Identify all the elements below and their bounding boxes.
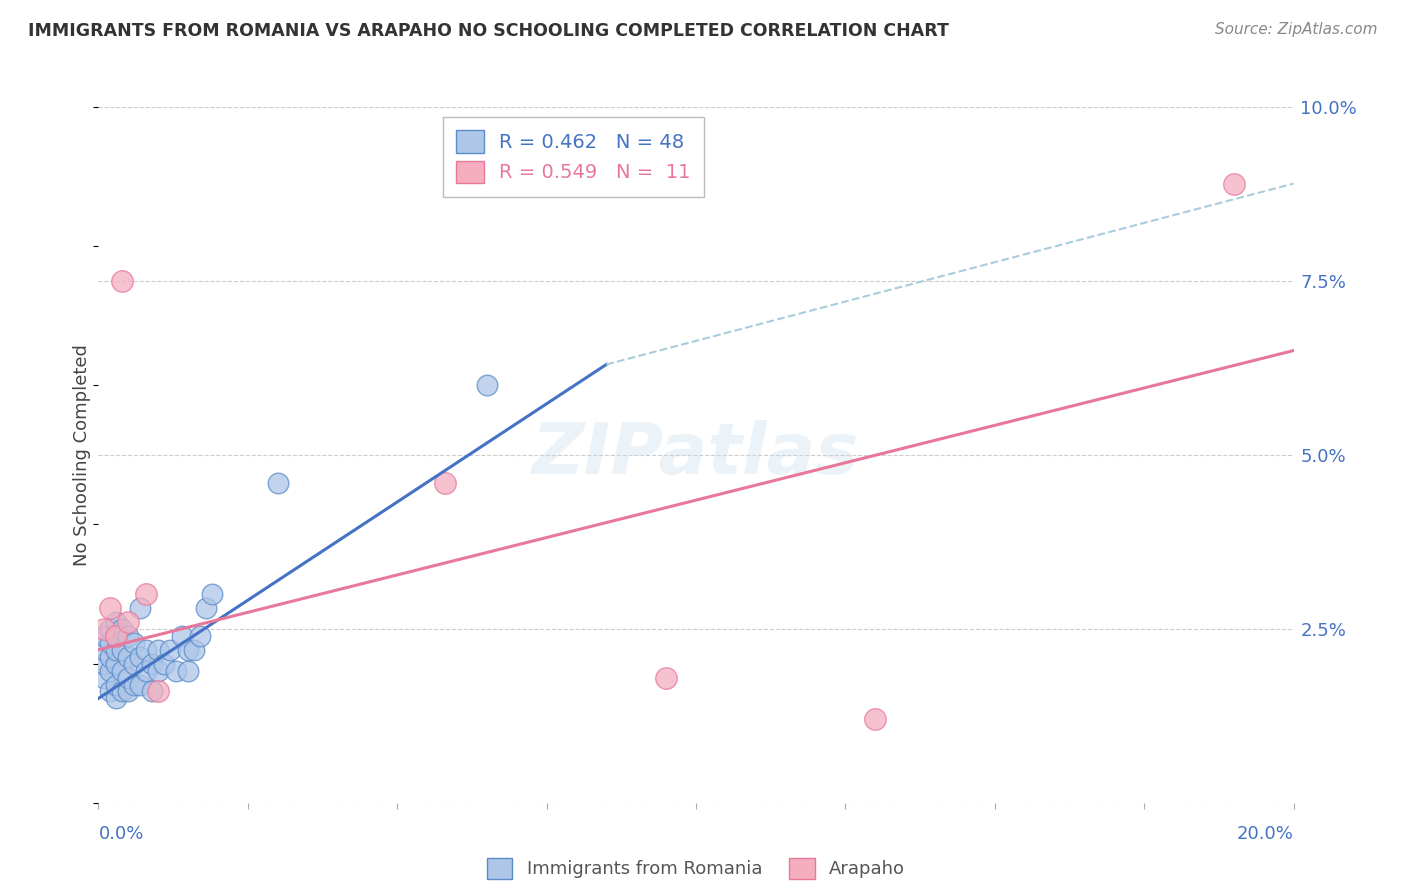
- Point: [100, 684, 122, 698]
- Point: [148, 684, 170, 698]
- Point: [141, 657, 163, 671]
- Point: [165, 664, 187, 678]
- Point: [475, 378, 498, 392]
- Point: [159, 642, 181, 657]
- Point: [129, 677, 152, 691]
- Point: [141, 684, 163, 698]
- Text: ZIPatlas: ZIPatlas: [533, 420, 859, 490]
- Point: [111, 664, 134, 678]
- Point: [105, 677, 128, 691]
- Point: [117, 615, 139, 629]
- Point: [129, 649, 152, 664]
- Point: [93, 657, 115, 671]
- Point: [111, 274, 134, 288]
- Text: IMMIGRANTS FROM ROMANIA VS ARAPAHO NO SCHOOLING COMPLETED CORRELATION CHART: IMMIGRANTS FROM ROMANIA VS ARAPAHO NO SC…: [28, 22, 949, 40]
- Point: [124, 636, 146, 650]
- Point: [117, 649, 139, 664]
- Point: [135, 587, 157, 601]
- Point: [93, 671, 115, 685]
- Point: [100, 649, 122, 664]
- Y-axis label: No Schooling Completed: No Schooling Completed: [73, 344, 91, 566]
- Point: [111, 622, 134, 636]
- Point: [105, 691, 128, 706]
- Point: [111, 684, 134, 698]
- Point: [100, 622, 122, 636]
- Point: [105, 615, 128, 629]
- Point: [111, 642, 134, 657]
- Point: [135, 664, 157, 678]
- Point: [172, 629, 194, 643]
- Point: [100, 664, 122, 678]
- Point: [100, 601, 122, 615]
- Point: [188, 629, 211, 643]
- Point: [183, 642, 205, 657]
- Point: [434, 475, 457, 490]
- Point: [148, 664, 170, 678]
- Point: [117, 671, 139, 685]
- Text: 0.0%: 0.0%: [98, 825, 143, 843]
- Point: [177, 642, 200, 657]
- Point: [105, 642, 128, 657]
- Point: [201, 587, 224, 601]
- Point: [117, 629, 139, 643]
- Point: [93, 642, 115, 657]
- Point: [177, 664, 200, 678]
- Point: [267, 475, 290, 490]
- Point: [100, 636, 122, 650]
- Point: [105, 657, 128, 671]
- Point: [148, 642, 170, 657]
- Text: Source: ZipAtlas.com: Source: ZipAtlas.com: [1215, 22, 1378, 37]
- Point: [124, 677, 146, 691]
- Point: [135, 642, 157, 657]
- Point: [655, 671, 678, 685]
- Point: [865, 712, 887, 726]
- Point: [124, 657, 146, 671]
- Legend: Immigrants from Romania, Arapaho: Immigrants from Romania, Arapaho: [478, 849, 914, 888]
- Point: [105, 629, 128, 643]
- Point: [129, 601, 152, 615]
- Text: 20.0%: 20.0%: [1237, 825, 1294, 843]
- Point: [117, 684, 139, 698]
- Point: [93, 622, 115, 636]
- Point: [105, 629, 128, 643]
- Point: [195, 601, 218, 615]
- Point: [93, 629, 115, 643]
- Point: [1223, 177, 1246, 191]
- Point: [153, 657, 176, 671]
